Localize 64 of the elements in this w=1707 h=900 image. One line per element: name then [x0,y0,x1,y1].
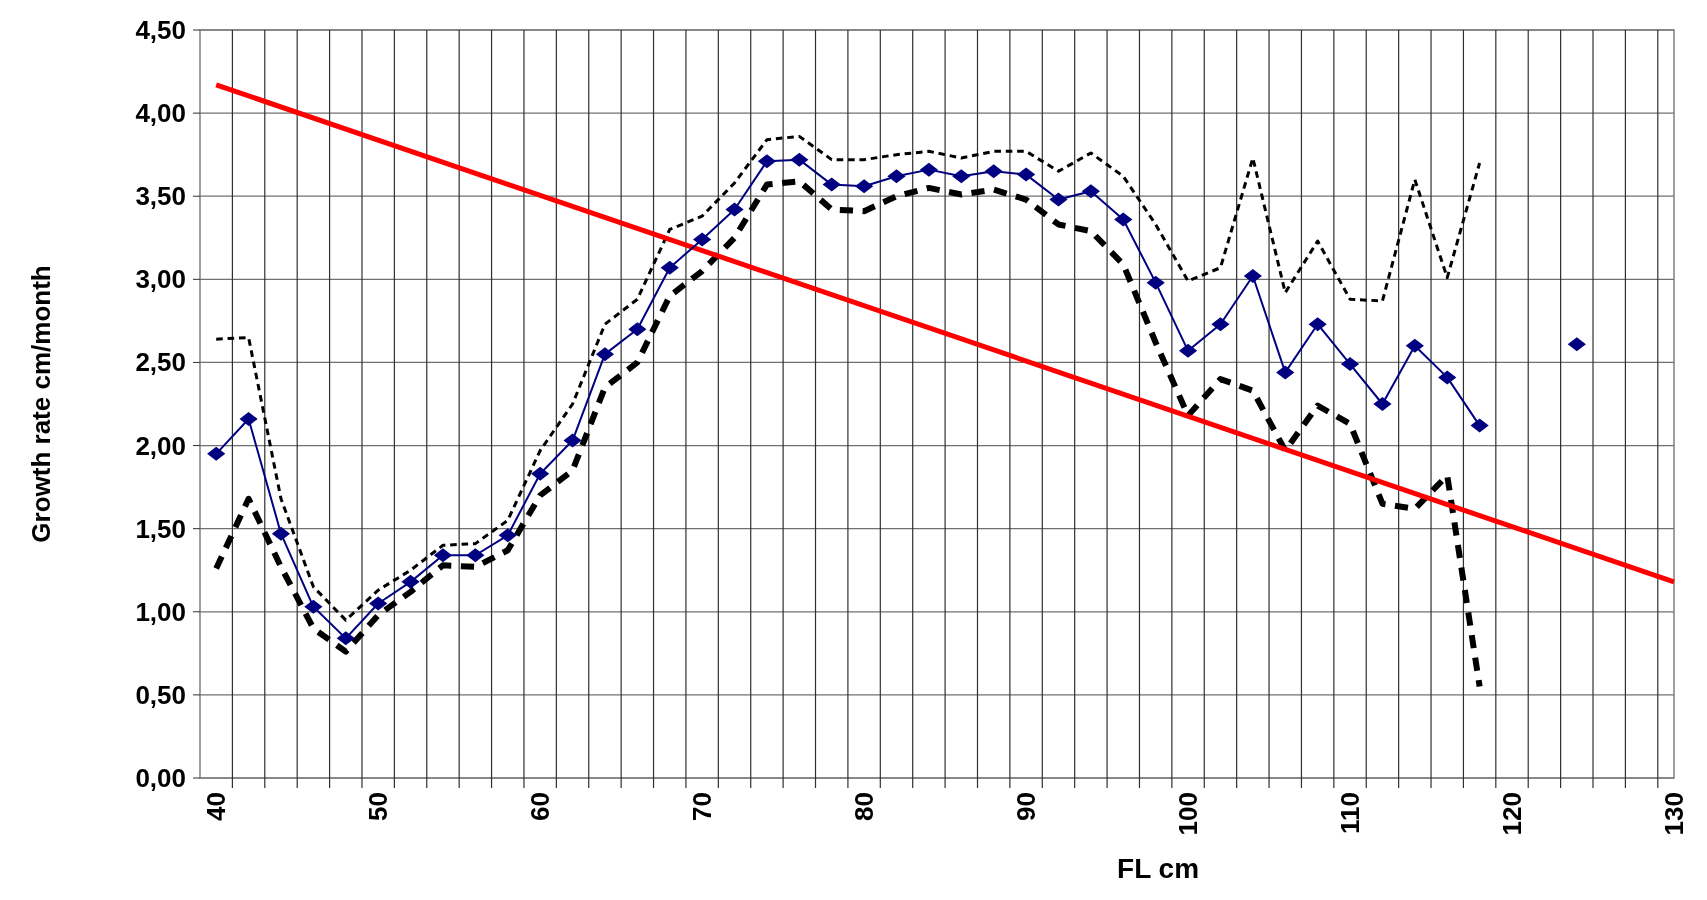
point [693,232,712,247]
point [1405,338,1424,353]
point [1178,343,1198,358]
point [1276,365,1295,380]
point [1146,275,1165,290]
point [1081,184,1100,199]
y-tick-label: 3,50 [135,181,186,212]
point [498,528,517,543]
point [725,202,744,217]
y-tick-label: 4,00 [135,98,186,129]
y-tick-label: 2,00 [135,430,186,461]
point [595,347,615,362]
point [1243,269,1262,284]
point [304,599,323,614]
point [984,164,1003,179]
x-tick-label: 90 [1011,792,1042,821]
point [401,574,420,589]
point [336,631,355,646]
point [1470,418,1489,433]
point [1016,167,1036,182]
point [433,548,453,563]
x-tick-label: 50 [363,792,394,821]
point [952,169,971,184]
x-tick-label: 40 [201,792,232,821]
point [1567,337,1586,352]
x-tick-label: 70 [687,792,718,821]
y-tick-label: 1,50 [135,513,186,544]
point [563,433,582,448]
point [369,596,388,611]
point [1114,212,1133,227]
point [466,548,485,563]
line-series [214,134,1482,622]
point [822,177,841,192]
y-tick-label: 1,00 [135,596,186,627]
point [660,260,679,275]
point [855,179,874,194]
x-tick-label: 80 [849,792,880,821]
point [887,169,906,184]
y-tick-label: 2,50 [135,347,186,378]
point [919,162,938,177]
y-tick-label: 4,50 [135,15,186,45]
x-tick-label: 120 [1497,792,1528,836]
point [239,411,258,426]
x-tick-label: 110 [1335,792,1366,834]
point [1308,317,1327,332]
x-tick-label: 100 [1173,792,1204,836]
y-tick-label: 3,00 [135,264,186,295]
x-axis-title: FL cm [1117,853,1200,884]
point [531,466,550,481]
x-tick-label: 60 [525,792,556,821]
point [1049,192,1068,207]
x-tick-label: 130 [1659,792,1689,836]
point [790,152,809,167]
point [207,446,226,461]
y-tick-label: 0,50 [135,679,186,710]
point [1438,370,1457,385]
point [1373,397,1392,411]
point [1211,317,1230,332]
point [1340,357,1360,372]
y-tick-label: 0,00 [135,763,186,793]
point [628,322,647,337]
point [271,526,291,541]
point [757,154,777,169]
y-axis-title: Growth rate cm/month [26,265,56,543]
